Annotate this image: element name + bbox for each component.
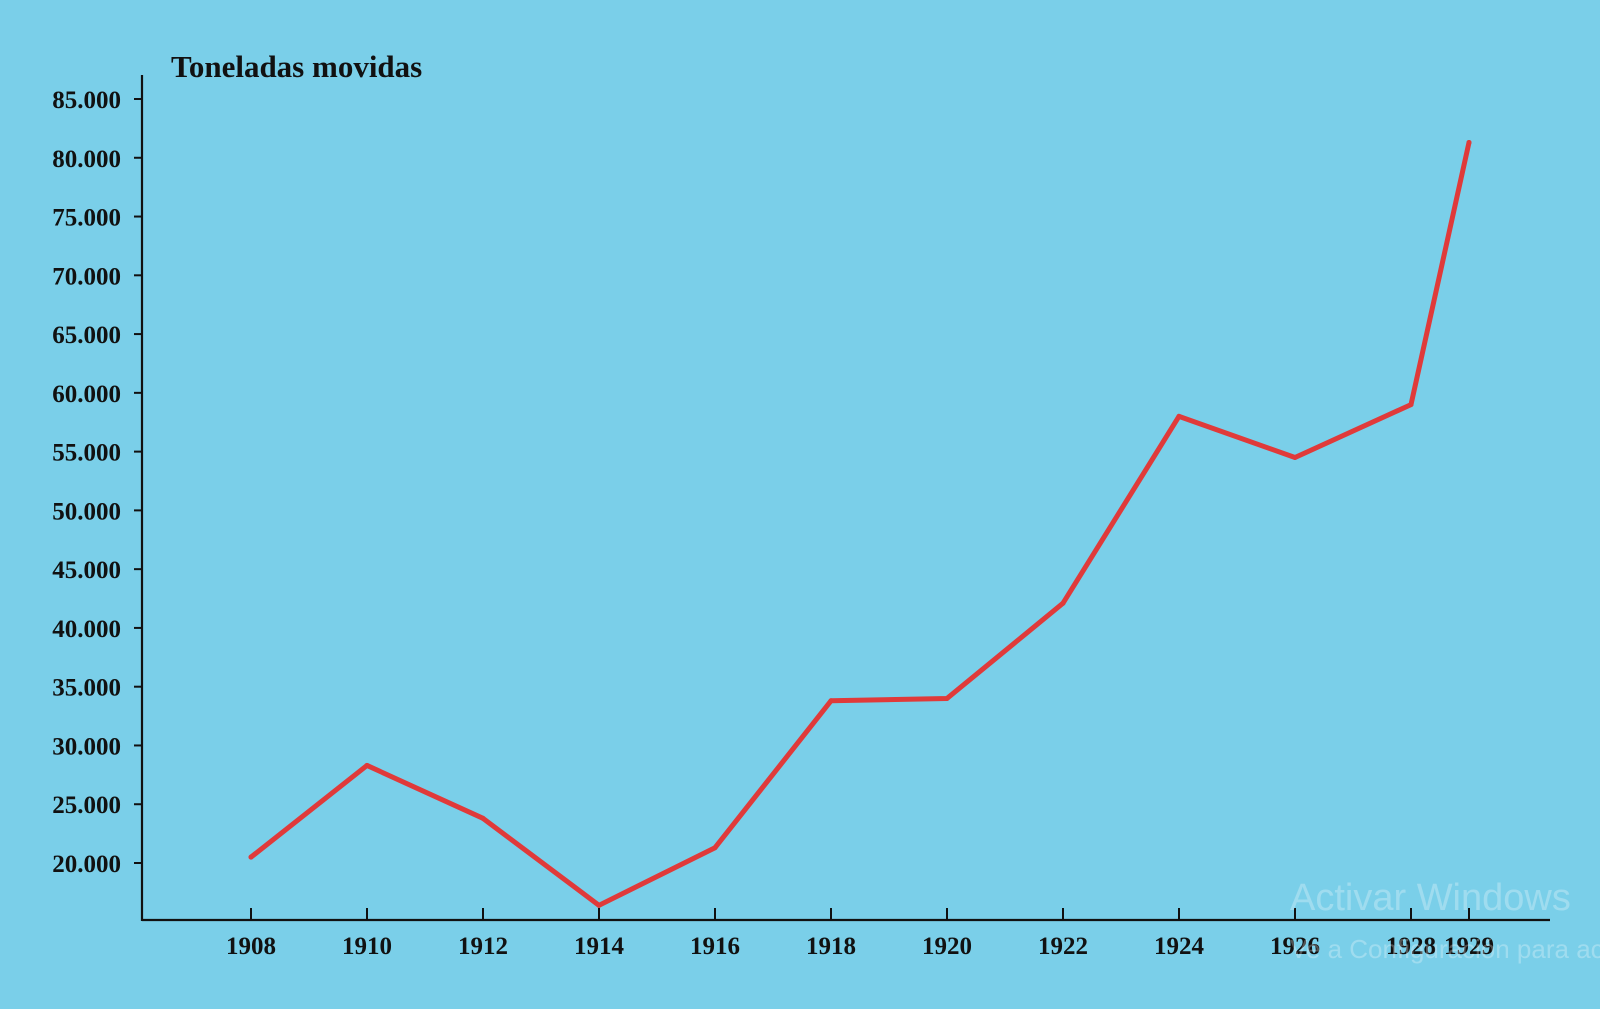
data-point — [712, 845, 718, 851]
y-tick-label: 40.000 — [52, 616, 121, 643]
x-tick-label: 1908 — [226, 933, 276, 960]
x-tick-label: 1920 — [922, 933, 972, 960]
x-tick-label: 1910 — [342, 933, 392, 960]
x-tick-label: 1929 — [1444, 933, 1494, 960]
data-point — [1060, 600, 1066, 606]
y-tick-label: 60.000 — [52, 381, 121, 408]
data-point — [1466, 139, 1472, 145]
x-tick-label: 1922 — [1038, 933, 1088, 960]
series-layer — [248, 139, 1472, 908]
y-tick-label: 80.000 — [52, 146, 121, 173]
x-tick-label: 1914 — [574, 933, 625, 960]
data-point — [828, 698, 834, 704]
x-tick-label: 1928 — [1386, 933, 1436, 960]
watermark-title: Activar Windows — [1290, 877, 1571, 919]
y-tick-label: 75.000 — [52, 205, 121, 232]
x-tick-label: 1912 — [458, 933, 508, 960]
data-point — [1176, 413, 1182, 419]
x-tick-label: 1916 — [690, 933, 740, 960]
series-line — [248, 139, 1472, 908]
x-tick-label: 1924 — [1154, 933, 1205, 960]
x-tick-label: 1926 — [1270, 933, 1320, 960]
y-axis-ticks: 20.000 25.000 30.000 35.000 40.000 45.000 50.0… — [52, 87, 142, 878]
y-tick-label: 50.000 — [52, 498, 121, 525]
y-tick-label: 70.000 — [52, 263, 121, 290]
x-tick-label: 1918 — [806, 933, 856, 960]
data-point — [248, 854, 254, 860]
data-point — [1408, 402, 1414, 408]
activation-watermark: Activar Windows Ve a Configuración para … — [1290, 877, 1600, 964]
y-tick-label: 35.000 — [52, 675, 121, 702]
y-tick-label: 65.000 — [52, 322, 121, 349]
data-point — [480, 815, 486, 821]
data-point — [944, 695, 950, 701]
x-axis-ticks: 1908 1910 1912 1914 1916 1918 1920 1922 1924 1926… — [226, 908, 1494, 960]
data-point — [1292, 454, 1298, 460]
data-point — [596, 902, 602, 908]
y-tick-label: 45.000 — [52, 557, 121, 584]
y-tick-label: 55.000 — [52, 440, 121, 467]
chart-axes — [140, 75, 1550, 922]
y-axis-title: Toneladas movidas — [171, 49, 422, 84]
y-tick-label: 25.000 — [52, 792, 121, 819]
y-tick-label: 85.000 — [52, 87, 121, 114]
data-point — [364, 762, 370, 768]
y-tick-label: 20.000 — [52, 851, 121, 878]
watermark-subtitle: Ve a Configuración para activar Windows. — [1290, 934, 1600, 964]
y-tick-label: 30.000 — [52, 733, 121, 760]
